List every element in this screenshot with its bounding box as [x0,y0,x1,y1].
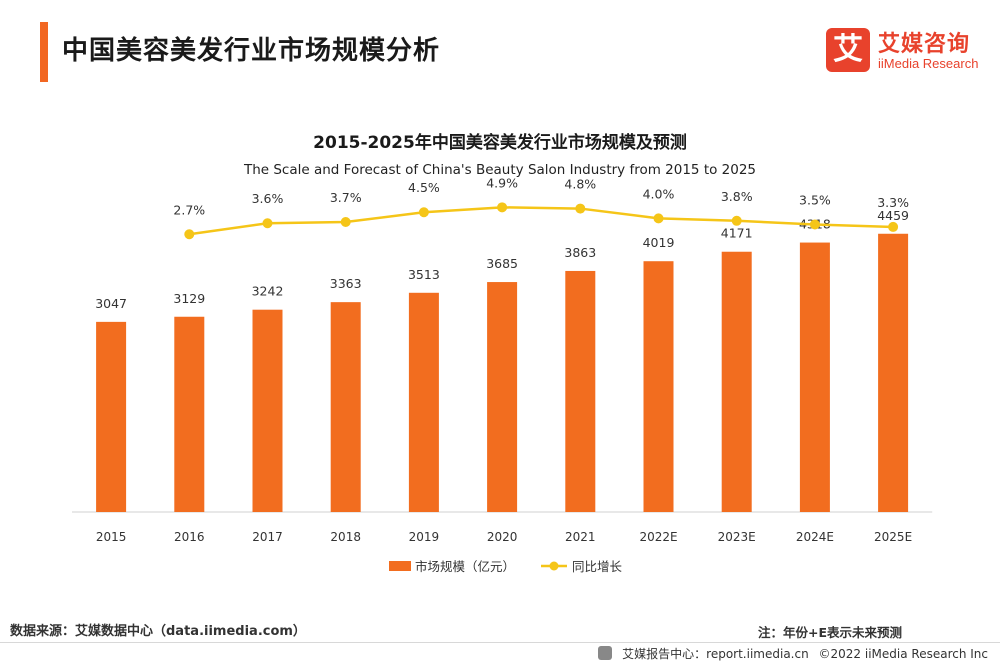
bar [408,292,439,512]
bar-value-label: 3129 [173,291,205,306]
x-tick-label: 2020 [487,530,518,544]
x-tick-label: 2022E [639,530,677,544]
growth-point [340,217,351,228]
x-tick-label: 2017 [252,530,283,544]
growth-value-label: 3.8% [721,189,753,204]
growth-value-label: 3.6% [252,191,284,206]
bar-value-label: 3685 [486,256,518,271]
bar [565,270,596,512]
growth-line [189,206,894,236]
growth-value-label: 3.5% [799,192,831,207]
bar [174,316,205,512]
legend-bar-label: 市场规模（亿元） [415,559,515,574]
growth-value-label: 4.8% [564,177,596,192]
bar-value-label: 4019 [643,235,675,250]
x-tick-label: 2015 [96,530,127,544]
bar-value-label: 4171 [721,226,753,241]
bar [96,321,127,512]
logo-name-en: iiMedia Research [878,56,979,71]
chart-subtitle: The Scale and Forecast of China's Beauty… [243,162,757,178]
growth-value-label: 4.5% [408,180,440,195]
bar-value-label: 3047 [95,296,127,311]
bar-value-label: 3863 [564,245,596,260]
footer-divider [0,642,1000,643]
bar [330,302,361,512]
growth-value-label: 4.0% [643,186,675,201]
bar [878,233,909,512]
page-title: 中国美容美发行业市场规模分析 [62,36,441,66]
x-tick-label: 2018 [330,530,361,544]
bar-value-label: 3363 [330,276,362,291]
bar-value-label: 3242 [252,284,284,299]
bar [799,242,830,512]
growth-point [809,219,820,230]
legend-bar-swatch [389,561,411,571]
legend-line-label: 同比增长 [572,559,623,574]
footer-source: 数据来源：艾媒数据中心（data.iimedia.com） [10,624,306,639]
chart-title: 2015-2025年中国美容美发行业市场规模及预测 [313,133,687,153]
growth-point [184,229,195,240]
growth-value-label: 3.3% [877,195,909,210]
growth-value-label: 4.9% [486,175,518,190]
growth-point [888,221,899,232]
bar [643,261,674,512]
logo-name-cn: 艾媒咨询 [878,32,971,57]
x-tick-label: 2024E [796,530,834,544]
footer-bottom: 艾媒报告中心：report.iimedia.cn ©2022 iiMedia R… [592,645,988,662]
bar-line-chart: 3047312932423363351336853863401941714318… [72,175,933,574]
report-center-icon [598,646,613,660]
bar [252,309,283,512]
x-tick-label: 2019 [409,530,440,544]
growth-value-label: 3.7% [330,190,362,205]
x-tick-label: 2025E [874,530,912,544]
x-tick-label: 2023E [718,530,756,544]
iimedia-logo: 艾 艾媒咨询 iiMedia Research [826,26,986,76]
x-tick-label: 2021 [565,530,596,544]
footer-report-center: 艾媒报告中心：report.iimedia.cn [622,647,809,661]
bar-value-label: 3513 [408,267,440,282]
growth-point [731,215,742,226]
growth-point [262,218,273,229]
bar [487,282,518,512]
bar-value-label: 4459 [877,208,909,223]
logo-mark-icon: 艾 [826,28,870,72]
legend-line-marker [549,561,559,571]
footer-copyright: ©2022 iiMedia Research Inc [818,647,988,661]
title-accent-bar [40,22,48,82]
growth-value-label: 2.7% [173,202,205,217]
growth-point [575,203,586,214]
growth-point [653,213,664,224]
bar [721,251,752,512]
footer-note: 注：年份+E表示未来预测 [757,625,902,640]
x-tick-label: 2016 [174,530,205,544]
growth-point [497,202,508,213]
growth-point [418,207,429,218]
